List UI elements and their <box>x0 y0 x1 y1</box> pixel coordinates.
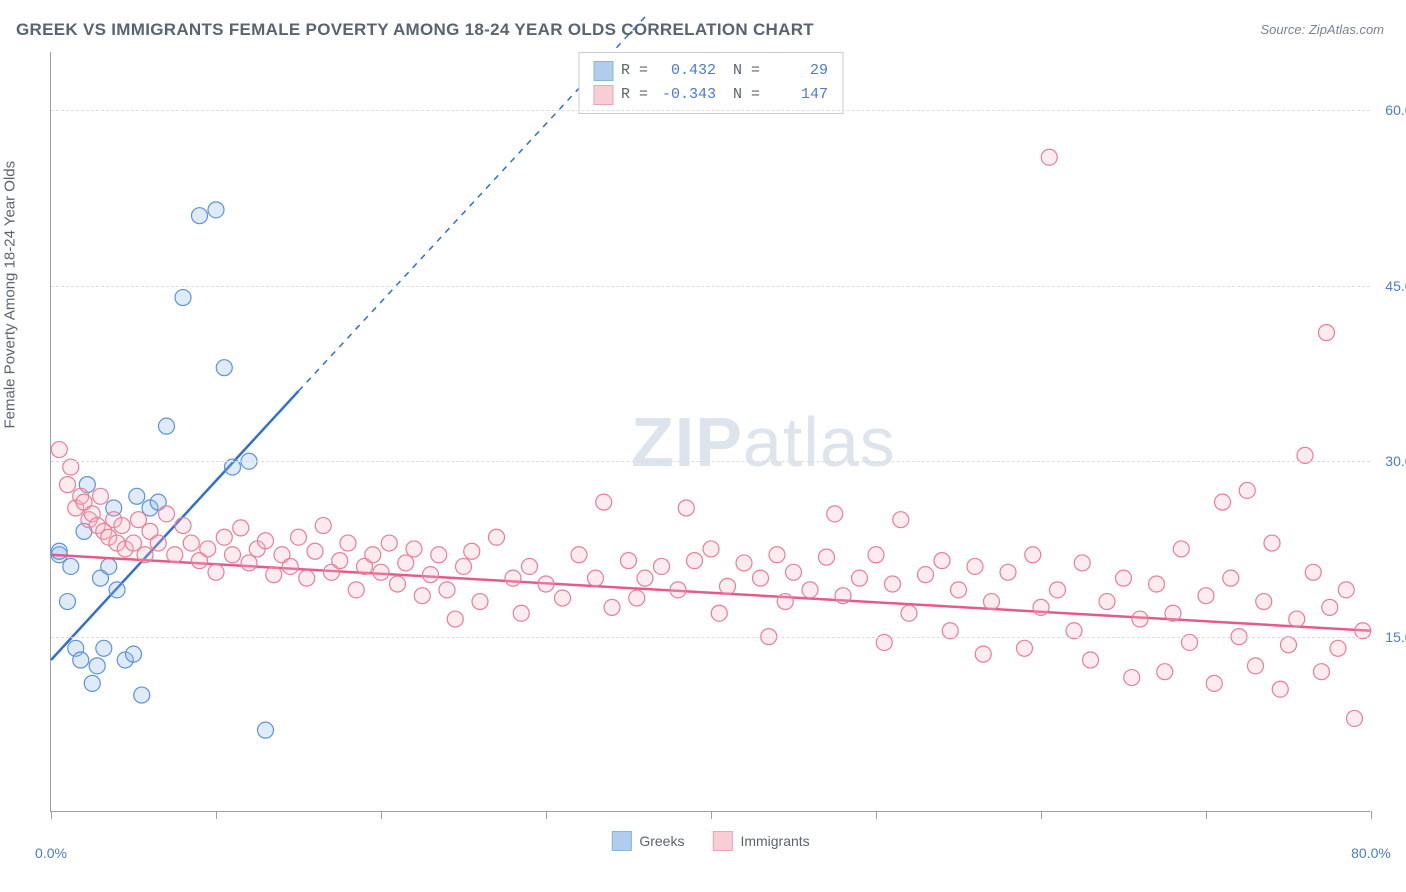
legend-swatch-immigrants <box>593 85 613 105</box>
legend-label-immigrants: Immigrants <box>740 833 809 849</box>
n-label: N = <box>724 83 760 107</box>
legend-swatch-icon <box>611 831 631 851</box>
gridline <box>51 461 1370 462</box>
y-tick-label: 60.0% <box>1385 102 1406 118</box>
x-tick <box>216 811 217 819</box>
legend-swatch-icon <box>712 831 732 851</box>
x-tick <box>1371 811 1372 819</box>
r-value-greeks: 0.432 <box>656 59 716 83</box>
n-value-immigrants: 147 <box>768 83 828 107</box>
x-tick <box>711 811 712 819</box>
x-tick <box>51 811 52 819</box>
legend-label-greeks: Greeks <box>639 833 684 849</box>
r-value-immigrants: -0.343 <box>656 83 716 107</box>
gridline <box>51 110 1370 111</box>
n-value-greeks: 29 <box>768 59 828 83</box>
x-tick <box>381 811 382 819</box>
r-label: R = <box>621 59 648 83</box>
legend-row-immigrants: R = -0.343 N = 147 <box>593 83 828 107</box>
legend-item-immigrants: Immigrants <box>712 831 809 851</box>
n-label: N = <box>724 59 760 83</box>
r-label: R = <box>621 83 648 107</box>
x-tick-label: 0.0% <box>35 845 67 861</box>
legend-swatch-greeks <box>593 61 613 81</box>
chart-svg-layer <box>51 52 1370 811</box>
gridline <box>51 637 1370 638</box>
x-tick <box>876 811 877 819</box>
x-tick <box>1041 811 1042 819</box>
x-tick <box>1206 811 1207 819</box>
series-legend: Greeks Immigrants <box>611 831 809 851</box>
scatter-chart: ZIPatlas R = 0.432 N = 29 R = -0.343 N =… <box>50 52 1370 812</box>
y-tick-label: 15.0% <box>1385 629 1406 645</box>
source-attribution: Source: ZipAtlas.com <box>1260 22 1384 37</box>
correlation-legend: R = 0.432 N = 29 R = -0.343 N = 147 <box>578 52 843 114</box>
gridline <box>51 286 1370 287</box>
y-tick-label: 45.0% <box>1385 278 1406 294</box>
x-tick-label: 80.0% <box>1351 845 1391 861</box>
chart-title: GREEK VS IMMIGRANTS FEMALE POVERTY AMONG… <box>16 20 814 40</box>
x-tick <box>546 811 547 819</box>
y-tick-label: 30.0% <box>1385 453 1406 469</box>
legend-item-greeks: Greeks <box>611 831 684 851</box>
y-axis-title: Female Poverty Among 18-24 Year Olds <box>2 161 19 429</box>
legend-row-greeks: R = 0.432 N = 29 <box>593 59 828 83</box>
